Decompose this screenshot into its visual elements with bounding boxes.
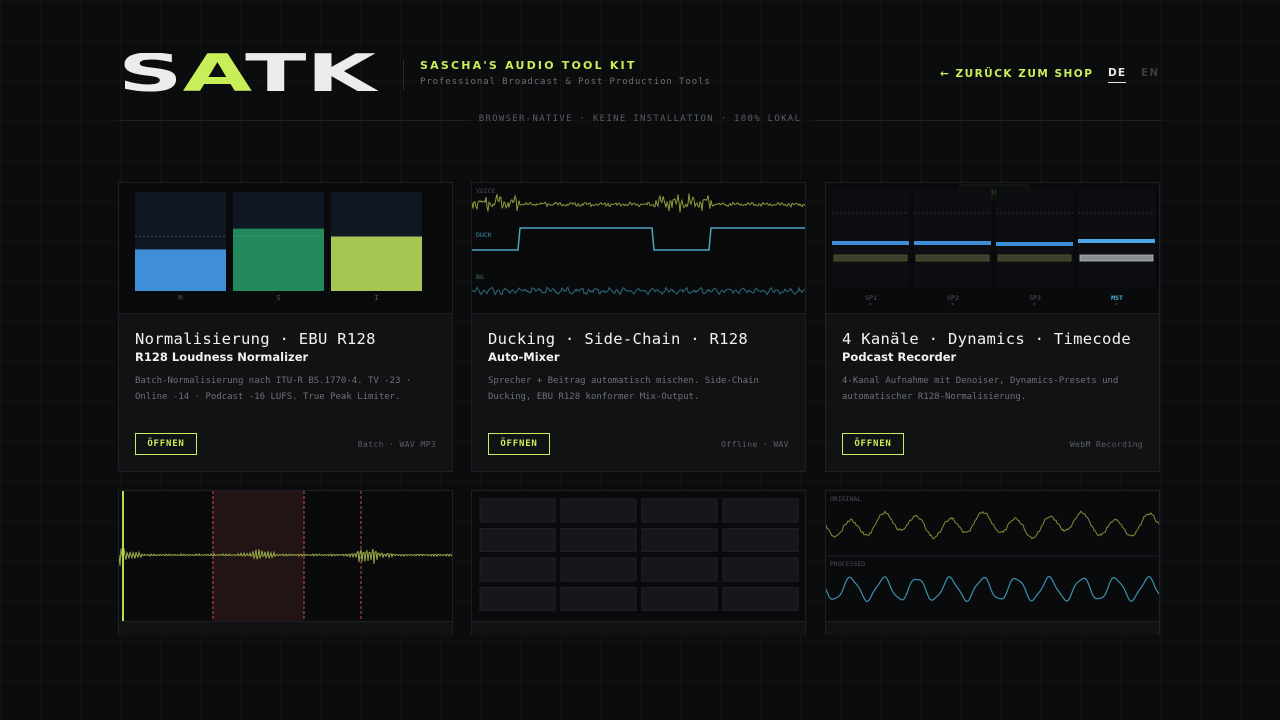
meter-bar-s	[233, 228, 324, 291]
pad	[641, 528, 718, 552]
channel-dot	[1033, 302, 1036, 306]
pad	[479, 587, 556, 611]
card-meta: WebM Recording	[1069, 440, 1143, 449]
pad	[641, 587, 718, 611]
channel-label-sp2: SP2	[947, 294, 959, 302]
label-original: ORIGINAL	[830, 495, 861, 503]
open-button[interactable]: ÖFFNEN	[135, 433, 197, 455]
lang-en-button[interactable]: EN	[1141, 67, 1160, 79]
cut-waveform-preview	[119, 491, 452, 622]
card-subtitle: Podcast Recorder	[842, 350, 957, 364]
pad	[560, 587, 637, 611]
card-description: Batch-Normalisierung nach ITU-R BS.1770-…	[135, 376, 412, 402]
channel-label-sp3: SP3	[1029, 294, 1041, 302]
pad-grid-preview	[472, 491, 805, 622]
pad	[479, 557, 556, 582]
divider-right	[815, 120, 1162, 121]
bg-waveform	[472, 286, 805, 296]
card-subtitle: Auto-Mixer	[488, 350, 560, 364]
ducking-preview: VOICE DUCK BG	[472, 183, 805, 314]
kit-subtitle: Professional Broadcast & Post Production…	[420, 77, 711, 87]
channel-level	[914, 241, 991, 245]
channel-dot	[869, 302, 872, 306]
pad	[722, 528, 799, 552]
track-label-voice: VOICE	[476, 187, 496, 195]
pad	[722, 587, 799, 611]
tool-card-podcast-recorder: 00:00:06 SP1 SP2 SP3 MST 4 Kanäle · Dyna…	[825, 182, 1160, 472]
pad	[560, 528, 637, 552]
card-title: Ducking · Side-Chain · R128	[488, 330, 749, 348]
processed-waveform	[826, 575, 1159, 603]
timecode-display: 00:00:06	[972, 189, 1015, 199]
lang-de-button[interactable]: DE	[1108, 67, 1127, 83]
audio-waveform	[119, 548, 452, 566]
gain-fader	[1079, 254, 1154, 262]
tool-card-loudness-normalizer: M S I Normalisierung · EBU R128 R128 Loudn…	[118, 182, 453, 472]
voice-waveform	[472, 193, 805, 213]
meter-label-s: S	[276, 294, 280, 302]
tool-card-auto-mixer: VOICE DUCK BG Ducking · Side-Chain · R12…	[471, 182, 806, 472]
channel-label-mst: MST	[1111, 294, 1123, 302]
tool-card-processor: ORIGINAL PROCESSED	[825, 490, 1160, 635]
open-button[interactable]: ÖFFNEN	[842, 433, 904, 455]
pad	[722, 557, 799, 582]
before-after-preview: ORIGINAL PROCESSED	[826, 491, 1159, 622]
kit-title: SASCHA'S AUDIO TOOL KIT	[420, 59, 637, 72]
pad	[479, 498, 556, 523]
channel-dot	[1115, 302, 1118, 306]
track-label-duck: DUCK	[476, 231, 492, 239]
tool-card-pad-grid	[471, 490, 806, 635]
meter-bar-i	[331, 236, 422, 291]
channel-strip	[1078, 189, 1155, 287]
meter-label-i: I	[374, 294, 378, 302]
channel-label-sp1: SP1	[865, 294, 877, 302]
meter-label-m: M	[178, 294, 182, 302]
pad	[560, 498, 637, 523]
pad	[560, 557, 637, 582]
card-subtitle: R128 Loudness Normalizer	[135, 350, 309, 364]
satk-logo: S A TK	[118, 53, 378, 95]
tool-card-cutter	[118, 490, 453, 635]
channel-level	[996, 242, 1073, 246]
card-meta: Offline · WAV	[721, 440, 789, 449]
channel-level	[1078, 239, 1155, 243]
channel-strip	[832, 189, 909, 287]
header-divider	[403, 60, 404, 90]
pad	[641, 498, 718, 523]
divider-left	[118, 120, 470, 121]
track-label-bg: BG	[476, 273, 484, 281]
card-description: Sprecher + Beitrag automatisch mischen. …	[488, 376, 759, 402]
pad	[722, 498, 799, 523]
card-title: 4 Kanäle · Dynamics · Timecode	[842, 330, 1131, 348]
channel-level	[832, 241, 909, 245]
card-description: 4-Kanal Aufnahme mit Denoiser, Dynamics-…	[842, 376, 1119, 402]
meter-bar-m	[135, 249, 226, 291]
card-meta: Batch · WAV MP3	[357, 440, 436, 449]
label-processed: PROCESSED	[830, 560, 865, 568]
back-to-shop-link[interactable]: ← ZURÜCK ZUM SHOP	[940, 68, 1094, 80]
pad	[479, 528, 556, 552]
channel-strip	[996, 189, 1073, 287]
channel-strip	[914, 189, 991, 287]
gain-fader	[997, 254, 1072, 262]
channel-dot	[951, 302, 954, 306]
gain-fader	[915, 254, 990, 262]
recorder-preview: 00:00:06 SP1 SP2 SP3 MST	[826, 183, 1159, 314]
gain-fader	[833, 254, 908, 262]
duck-envelope	[472, 227, 805, 251]
tagline: BROWSER-NATIVE · KEINE INSTALLATION · 10…	[478, 114, 802, 124]
card-title: Normalisierung · EBU R128	[135, 330, 376, 348]
pad	[641, 557, 718, 582]
original-waveform	[826, 510, 1159, 540]
open-button[interactable]: ÖFFNEN	[488, 433, 550, 455]
